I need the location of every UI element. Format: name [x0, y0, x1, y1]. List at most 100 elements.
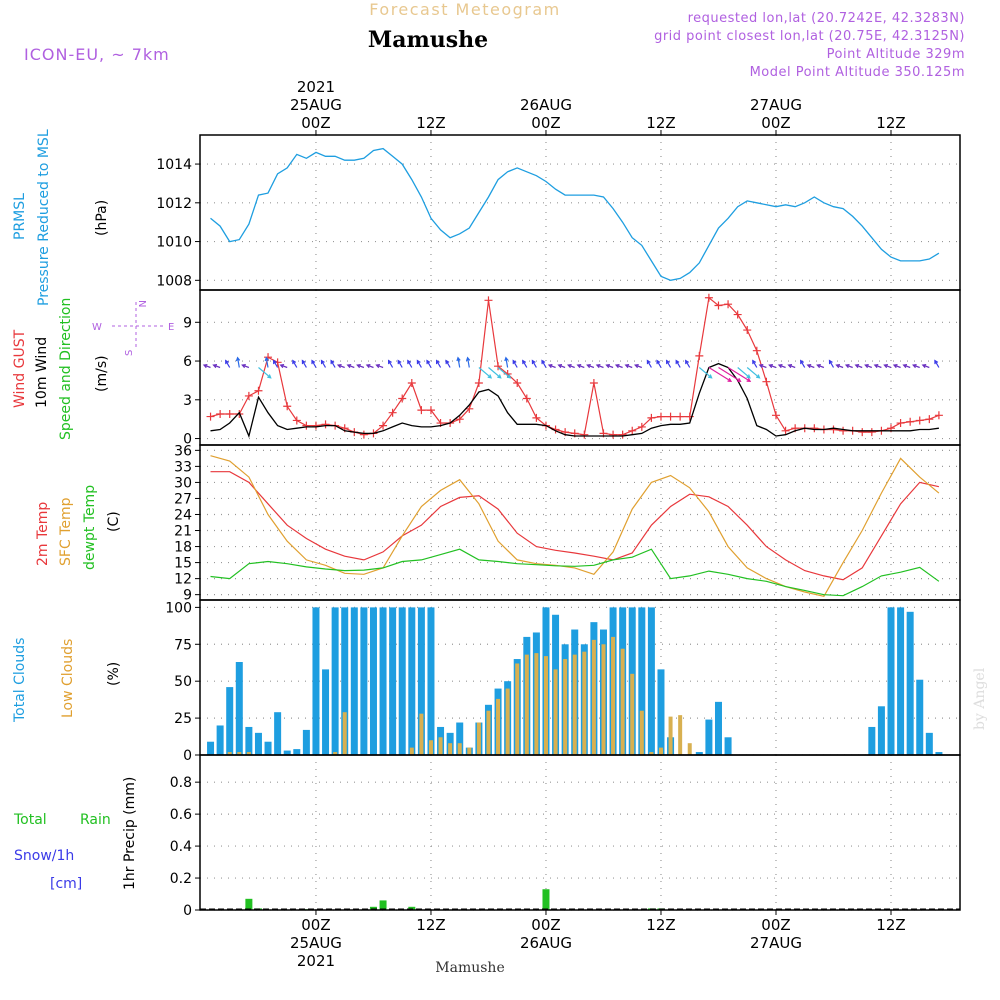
wind-direction-arrow [787, 364, 796, 369]
total-cloud-bar [408, 607, 416, 755]
clouds-ytick-label: 100 [165, 600, 192, 616]
total-cloud-bar [283, 750, 291, 755]
wind-direction-arrow [531, 359, 537, 368]
hpa-unit: (hPa) [94, 200, 110, 236]
gust-marker [609, 430, 618, 439]
low-cloud-bar [246, 752, 251, 755]
wind-direction-arrow [586, 364, 595, 369]
cm-label: [cm] [50, 876, 82, 892]
low-cloud-bar [591, 639, 596, 755]
ms-unit: (m/s) [94, 355, 110, 392]
gust-marker [771, 411, 780, 420]
gust-marker [867, 428, 876, 437]
wind-direction-arrow [346, 364, 355, 369]
pressure-line [210, 147, 940, 281]
pressure-labels: PRMSL Pressure Reduced to MSL (hPa) [12, 129, 110, 306]
gust-marker [216, 410, 225, 418]
low-cloud-bar [582, 651, 587, 755]
wind-labels: Wind GUST 10m Wind Speed and Direction (… [12, 298, 174, 440]
rain-bar [542, 889, 550, 910]
precipitation-ytick-label: 0.6 [170, 807, 192, 823]
total-cloud-bar [398, 607, 406, 755]
low-cloud-bar [611, 636, 616, 755]
low-cloud-bar [237, 752, 242, 755]
low-clouds-label: Low Clouds [60, 639, 76, 718]
gust-marker [781, 426, 790, 435]
gust-marker [896, 419, 905, 428]
low-cloud-bar [342, 712, 347, 755]
low-cloud-bar [601, 644, 606, 755]
total-cloud-bar [245, 726, 253, 755]
wind-direction-arrow [633, 364, 643, 369]
temperature-ytick-label: 33 [174, 459, 192, 475]
gust-marker [254, 386, 263, 395]
wind-direction-arrow [746, 367, 761, 379]
wind-direction-arrow [828, 359, 835, 368]
total-cloud-bar [226, 687, 234, 755]
gust-marker [302, 421, 311, 430]
low-cloud-bar [428, 740, 433, 755]
wind-direction-arrow [806, 364, 815, 369]
low-cloud-bar [553, 669, 558, 755]
wind-ytick-label: 6 [183, 354, 192, 370]
compass-s: S [124, 350, 135, 356]
wind-direction-arrow [202, 364, 211, 369]
total-cloud-bar [274, 712, 282, 755]
total-cloud-bar [302, 729, 310, 755]
c-unit: (C) [106, 511, 122, 532]
product-title: Forecast Meteogram [369, 0, 560, 19]
pressure-background [200, 135, 960, 290]
gust-marker [225, 410, 234, 418]
wind-direction-arrow [547, 364, 556, 369]
footer-location: Mamushe [435, 960, 504, 976]
gust-marker [494, 362, 503, 371]
bottom-date-label: 27AUG [750, 934, 802, 952]
low-cloud-bar [505, 688, 510, 755]
temperature-ytick-label: 21 [174, 524, 192, 540]
prmsl-label: PRMSL [12, 193, 28, 240]
top-hour-label: 00Z [531, 114, 560, 132]
bottom-hour-label: 00Z [301, 916, 330, 934]
wind-direction-arrow [921, 364, 930, 369]
gust-marker [474, 379, 483, 387]
temperature-ytick-label: 18 [174, 540, 192, 556]
top-hour-label: 12Z [876, 114, 905, 132]
gust-marker [417, 406, 426, 415]
low-cloud-bar [227, 752, 232, 755]
wind-direction-arrow [407, 359, 413, 368]
low-cloud-bar [457, 743, 462, 755]
wind-direction-arrow [656, 359, 662, 368]
gust-marker [618, 430, 627, 439]
wind-speed-line [210, 362, 939, 439]
wind-ytick-label: 0 [183, 432, 192, 448]
wind-direction-arrow [576, 364, 585, 369]
wind-direction-arrow [902, 364, 911, 369]
gust-marker [628, 426, 637, 435]
gust-marker [915, 416, 924, 425]
wind-direction-arrow [488, 367, 502, 379]
wind-direction-arrow [330, 359, 336, 368]
wind-panel: 0 3 6 9 [183, 290, 960, 448]
bottom-hour-label: 12Z [876, 916, 905, 934]
temperature-ytick-label: 36 [174, 443, 192, 459]
wind-direction-arrow [292, 359, 298, 368]
model-altitude: Model Point Altitude 350.125m [750, 65, 965, 80]
total-cloud-bar [925, 732, 933, 755]
sfc-temp-line [210, 455, 940, 597]
bottom-hour-label: 00Z [531, 916, 560, 934]
point-altitude: Point Altitude 329m [827, 47, 965, 62]
total-cloud-bar [695, 752, 703, 755]
wind-direction-arrow [708, 366, 733, 382]
gust-marker [522, 394, 531, 403]
wind-direction-arrow [212, 364, 221, 369]
wind-direction-arrow [241, 364, 250, 369]
temperature-ytick-label: 9 [183, 588, 192, 604]
rain-bar [245, 898, 253, 910]
credit-watermark: by Angel [972, 667, 988, 730]
wind-direction-arrow [497, 367, 512, 379]
total-clouds-label: Total Clouds [12, 638, 28, 723]
wind-direction-arrow [777, 364, 786, 369]
wind-direction-arrow [336, 364, 345, 369]
wind-direction-arrow [854, 364, 863, 369]
gust-marker [206, 412, 215, 421]
